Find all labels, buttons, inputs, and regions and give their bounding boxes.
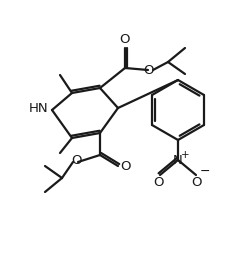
Text: N: N (173, 154, 183, 166)
Text: −: − (200, 165, 210, 178)
Text: O: O (144, 63, 154, 77)
Text: O: O (192, 176, 202, 189)
Text: +: + (181, 150, 189, 160)
Text: O: O (120, 33, 130, 46)
Text: O: O (72, 155, 82, 167)
Text: O: O (120, 160, 130, 173)
Text: HN: HN (28, 102, 48, 116)
Text: O: O (154, 176, 164, 189)
